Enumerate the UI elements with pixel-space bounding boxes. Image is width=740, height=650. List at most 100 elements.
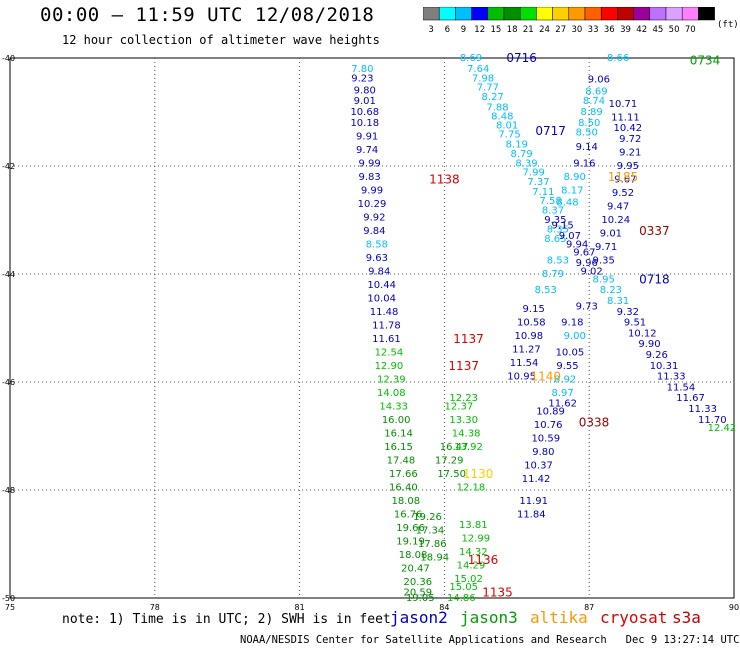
- generation-timestamp: Dec 9 13:27:14 UTC 2018: [625, 634, 740, 646]
- swh-value: 8.01: [496, 121, 518, 132]
- swh-value: 9.35: [544, 215, 566, 226]
- swh-value: 17.86: [418, 539, 447, 550]
- swh-value: 8.97: [552, 388, 574, 399]
- swh-value: 9.91: [356, 131, 378, 142]
- colorbar-swatch: [438, 7, 456, 21]
- track-label: 1135: [482, 586, 513, 600]
- legend-cryosat: cryosat: [600, 608, 668, 627]
- swh-value: 10.12: [628, 328, 657, 339]
- colorbar-swatch: [552, 7, 570, 21]
- swh-value: 9.01: [600, 229, 622, 240]
- swh-value: 14.33: [379, 401, 408, 412]
- swh-value: 11.27: [512, 345, 541, 356]
- swh-value: 11.91: [519, 496, 548, 507]
- swh-value: 9.07: [559, 231, 581, 242]
- footer-credit: NOAA/NESDIS Center for Satellite Applica…: [240, 634, 740, 646]
- swh-value: 7.99: [523, 167, 545, 178]
- colorbar-swatch: [600, 7, 618, 21]
- colorbar-swatch: [649, 7, 667, 21]
- swh-value: 9.23: [351, 74, 373, 85]
- swh-value: 17.48: [387, 455, 416, 466]
- legend-altika: altika: [530, 608, 588, 627]
- colorbar-swatch: [487, 7, 505, 21]
- swh-value: 11.62: [548, 399, 577, 410]
- swh-value: 10.44: [367, 280, 396, 291]
- swh-value: 12.99: [461, 534, 490, 545]
- track-label: 1137: [453, 332, 484, 346]
- track-label: 1137: [448, 359, 479, 373]
- x-tick-label: 78: [150, 603, 160, 612]
- swh-value: 9.15: [552, 220, 574, 231]
- colorbar-swatch: [455, 7, 472, 21]
- swh-value: 8.31: [607, 296, 629, 307]
- swh-value: 9.99: [361, 185, 383, 196]
- swh-value: 8.58: [366, 239, 388, 250]
- y-tick-labels: -40 -42 -44 -46 -48 -50: [2, 54, 15, 603]
- colorbar-label: 9: [461, 25, 466, 35]
- swh-value: 7.98: [472, 74, 494, 85]
- swh-value: 12.18: [457, 482, 486, 493]
- track-label: 1136: [468, 553, 499, 567]
- swh-value: 7.77: [477, 83, 499, 94]
- swh-value: 8.89: [580, 107, 602, 118]
- grid: [10, 58, 734, 598]
- swh-value: 9.99: [358, 158, 380, 169]
- swh-value: 9.80: [354, 85, 376, 96]
- credit-text: NOAA/NESDIS Center for Satellite Applica…: [240, 634, 607, 646]
- swh-value: 8.17: [561, 185, 583, 196]
- swh-value: 9.51: [624, 318, 646, 329]
- track-label: 0717: [535, 124, 566, 138]
- swh-value: 17.66: [389, 469, 418, 480]
- swh-value: 9.00: [564, 331, 586, 342]
- legend-jason3: jason3: [460, 608, 518, 627]
- track-label: 0338: [579, 416, 610, 430]
- swh-value: 9.55: [556, 361, 578, 372]
- colorbar-label: 50: [669, 25, 680, 35]
- colorbar-label: 15: [490, 25, 501, 35]
- swh-value: 8.79: [510, 149, 532, 160]
- track-label: 1138: [429, 173, 460, 187]
- page-subtitle: 12 hour collection of altimeter wave hei…: [62, 33, 380, 47]
- swh-value: 9.14: [576, 142, 598, 153]
- swh-value: 11.84: [517, 509, 546, 520]
- swh-value: 9.52: [612, 188, 634, 199]
- swh-value: 10.68: [350, 107, 379, 118]
- swh-value: 12.90: [375, 361, 404, 372]
- colorbar-label: 39: [620, 25, 631, 35]
- swh-value: 7.64: [467, 64, 489, 75]
- plot-frame: [9, 57, 735, 599]
- swh-value: 11.70: [698, 415, 727, 426]
- swh-value: 9.06: [588, 75, 610, 86]
- swh-value: 9.67: [573, 247, 595, 258]
- swh-value: 8.53: [547, 256, 569, 267]
- x-tick-label: 87: [584, 603, 594, 612]
- swh-value: 9.18: [561, 318, 583, 329]
- swh-value: 20.36: [404, 577, 433, 588]
- swh-value: 9.67: [614, 175, 636, 186]
- track-label: 1140: [530, 370, 561, 384]
- swh-value: 9.35: [593, 256, 615, 267]
- swh-value: 10.98: [515, 331, 544, 342]
- swh-value: 15.02: [454, 574, 483, 585]
- swh-value: 9.95: [617, 161, 639, 172]
- colorbar-label: 6: [445, 25, 450, 35]
- swh-value: 9.71: [595, 242, 617, 253]
- y-tick-label: -50: [2, 594, 15, 603]
- swh-value: 9.84: [363, 226, 385, 237]
- swh-value: 11.54: [667, 382, 696, 393]
- swh-value: 12.37: [445, 401, 474, 412]
- swh-value: 17.50: [437, 469, 466, 480]
- swh-value: 8.39: [515, 158, 537, 169]
- swh-value: 14.32: [459, 547, 488, 558]
- swh-value: 8.37: [542, 205, 564, 216]
- colorbar-label: 21: [523, 25, 534, 35]
- swh-value: 14.86: [447, 593, 476, 604]
- swh-value: 9.80: [532, 447, 554, 458]
- swh-value: 14.29: [457, 561, 486, 572]
- colorbar-label: 36: [604, 25, 615, 35]
- y-tick-label: -42: [2, 162, 15, 171]
- colorbar-swatch: [665, 7, 683, 21]
- swh-value: 8.35: [547, 225, 569, 236]
- swh-value: 11.33: [657, 372, 686, 383]
